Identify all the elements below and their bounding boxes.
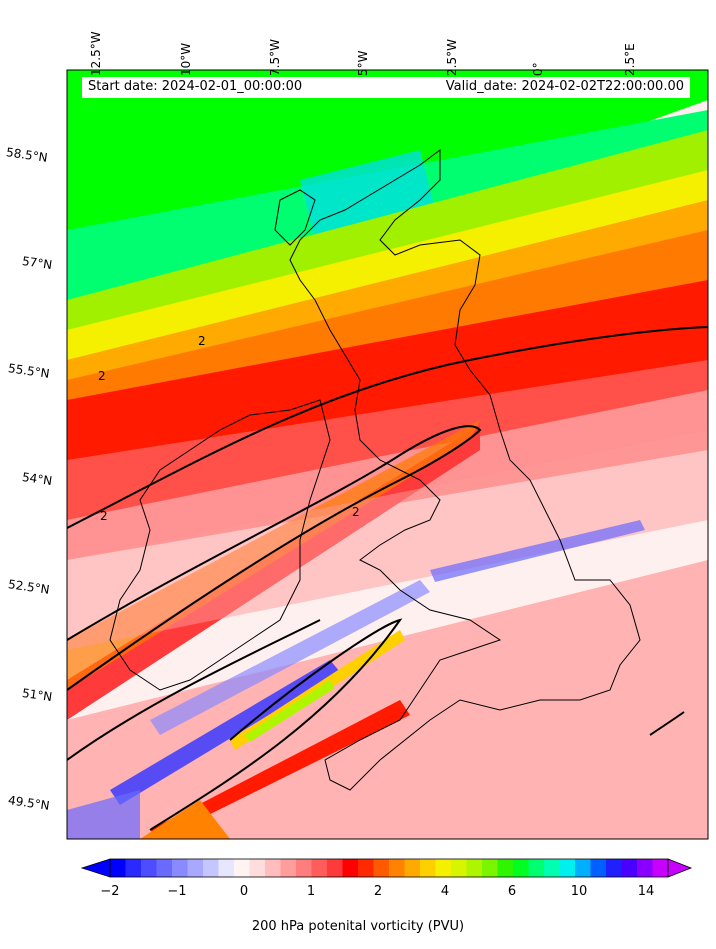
colorbar-swatch xyxy=(249,859,266,877)
start-date: Start date: 2024-02-01_00:00:00 xyxy=(88,79,303,94)
valid-date: Valid_date: 2024-02-02T22:00:00.00 xyxy=(445,79,684,94)
pv-field xyxy=(67,70,708,839)
colorbar-swatch xyxy=(203,859,219,877)
colorbar-swatch xyxy=(497,859,514,877)
lon-label: 2.5°E xyxy=(623,43,637,76)
contour-label: 2 xyxy=(98,369,106,383)
pv-2-contours xyxy=(67,326,708,831)
colorbar-swatch xyxy=(513,859,529,877)
colorbar-tick: 10 xyxy=(570,884,588,899)
colorbar-swatch xyxy=(544,859,560,877)
colorbar-swatch xyxy=(265,859,281,877)
colorbar-swatch xyxy=(528,859,545,877)
colorbar-tick: −1 xyxy=(167,884,187,899)
colorbar-tick: 1 xyxy=(306,884,316,899)
colorbar-swatch xyxy=(156,859,173,877)
colorbar-swatch xyxy=(172,859,188,877)
colorbar-swatch xyxy=(141,859,157,877)
colorbar-swatch xyxy=(575,859,591,877)
colorbar-swatch xyxy=(637,859,653,877)
colorbar-tick: 2 xyxy=(373,884,383,899)
lon-label: 7.5°W xyxy=(268,39,282,76)
colorbar-swatch xyxy=(482,859,498,877)
colorbar-swatch xyxy=(327,859,343,877)
colorbar-swatch xyxy=(218,859,235,877)
colorbar-swatch xyxy=(652,859,669,877)
colorbar-swatch xyxy=(234,859,250,877)
colorbar-tick: −2 xyxy=(100,884,120,899)
colorbar-swatch xyxy=(621,859,638,877)
colorbar-tick: 14 xyxy=(637,884,655,899)
colorbar-swatch xyxy=(311,859,328,877)
colorbar-min-extend xyxy=(80,858,111,878)
contour-label: 2 xyxy=(352,505,360,519)
contour-label: 2 xyxy=(198,334,206,348)
colorbar-frame xyxy=(109,858,669,878)
colorbar-swatch xyxy=(296,859,312,877)
colorbar-tick: 4 xyxy=(440,884,450,899)
colorbar-tick: 0 xyxy=(239,884,249,899)
contour-label: 2 xyxy=(100,509,108,523)
colorbar-swatch xyxy=(420,859,436,877)
colorbar-label: 200 hPa potenital vorticity (PVU) xyxy=(251,919,465,934)
colorbar-swatch xyxy=(466,859,483,877)
lon-label: 12.5°W xyxy=(89,31,103,76)
colorbar-swatch xyxy=(358,859,374,877)
colorbar-swatch xyxy=(110,859,126,877)
colorbar-swatch xyxy=(451,859,467,877)
colorbar-swatch xyxy=(590,859,607,877)
info-box: Start date: 2024-02-01_00:00:00 Valid_da… xyxy=(82,77,690,98)
lon-label: 0° xyxy=(531,62,545,76)
colorbar-swatch xyxy=(280,859,297,877)
colorbar-swatch xyxy=(435,859,452,877)
colorbar-swatch xyxy=(404,859,421,877)
lon-label: 10°W xyxy=(179,42,193,76)
colorbar-swatch xyxy=(187,859,204,877)
colorbar-swatch xyxy=(389,859,405,877)
lon-label: 2.5°W xyxy=(445,39,459,76)
colorbar-tick: 6 xyxy=(507,884,517,899)
colorbar-max-extend xyxy=(667,858,693,878)
map-frame xyxy=(66,69,709,840)
colorbar xyxy=(80,858,693,878)
lon-label: 5°W xyxy=(356,50,370,77)
colorbar-swatch xyxy=(125,859,142,877)
colorbar-swatch xyxy=(342,859,359,877)
contour-labels: 2 2 2 2 xyxy=(98,334,360,523)
colorbar-swatch xyxy=(606,859,622,877)
colorbar-swatch xyxy=(559,859,576,877)
colorbar-swatch xyxy=(373,859,390,877)
coastlines xyxy=(109,149,641,791)
